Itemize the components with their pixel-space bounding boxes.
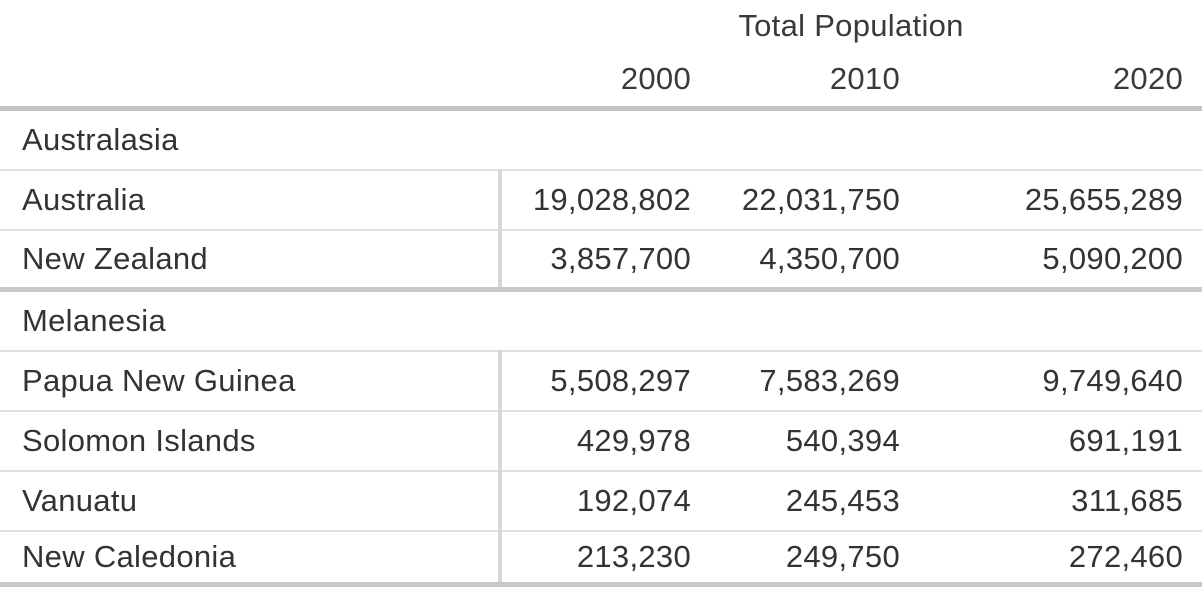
- population-value: 4,350,700: [704, 230, 913, 292]
- row-label: Vanuatu: [0, 471, 502, 532]
- spanner-row: Total Population: [0, 0, 1202, 52]
- table-row: New Zealand 3,857,700 4,350,700 5,090,20…: [0, 230, 1202, 292]
- population-value: 429,978: [500, 411, 704, 472]
- population-value: 19,028,802: [500, 170, 704, 231]
- year-header-2020: 2020: [913, 52, 1202, 111]
- population-value: 245,453: [704, 471, 913, 532]
- population-value: 311,685: [913, 471, 1202, 532]
- population-value: 5,508,297: [500, 351, 704, 412]
- population-value: 192,074: [500, 471, 704, 532]
- population-value: 249,750: [704, 531, 913, 587]
- year-header-2000: 2000: [500, 52, 704, 111]
- table-row: Solomon Islands 429,978 540,394 691,191: [0, 411, 1202, 472]
- population-value: 691,191: [913, 411, 1202, 472]
- row-label: New Zealand: [0, 230, 502, 292]
- years-header-row: 2000 2010 2020: [0, 52, 1202, 111]
- year-header-2010: 2010: [704, 52, 913, 111]
- population-value: 5,090,200: [913, 230, 1202, 292]
- row-label: Papua New Guinea: [0, 351, 502, 412]
- row-label: New Caledonia: [0, 531, 502, 587]
- header-spacer-cell: [0, 52, 500, 111]
- population-value: 7,583,269: [704, 351, 913, 412]
- table-body: Australasia Australia 19,028,802 22,031,…: [0, 108, 1202, 587]
- group-header-melanesia: Melanesia: [0, 289, 1202, 352]
- table-row: Vanuatu 192,074 245,453 311,685: [0, 471, 1202, 532]
- row-label: Solomon Islands: [0, 411, 502, 472]
- population-value: 9,749,640: [913, 351, 1202, 412]
- population-value: 540,394: [704, 411, 913, 472]
- population-value: 272,460: [913, 531, 1202, 587]
- group-header-row: Melanesia: [0, 289, 1202, 352]
- group-header-row: Australasia: [0, 108, 1202, 171]
- header-spacer-cell: [0, 0, 500, 52]
- table-row: New Caledonia 213,230 249,750 272,460: [0, 531, 1202, 587]
- group-header-australasia: Australasia: [0, 108, 1202, 171]
- table-title: Total Population: [738, 8, 964, 43]
- population-value: 22,031,750: [704, 170, 913, 231]
- row-label: Australia: [0, 170, 502, 231]
- population-value: 25,655,289: [913, 170, 1202, 231]
- table-header: Total Population 2000 2010 2020: [0, 0, 1202, 111]
- population-value: 3,857,700: [500, 230, 704, 292]
- table-row: Australia 19,028,802 22,031,750 25,655,2…: [0, 170, 1202, 231]
- population-value: 213,230: [500, 531, 704, 587]
- table-row: Papua New Guinea 5,508,297 7,583,269 9,7…: [0, 351, 1202, 412]
